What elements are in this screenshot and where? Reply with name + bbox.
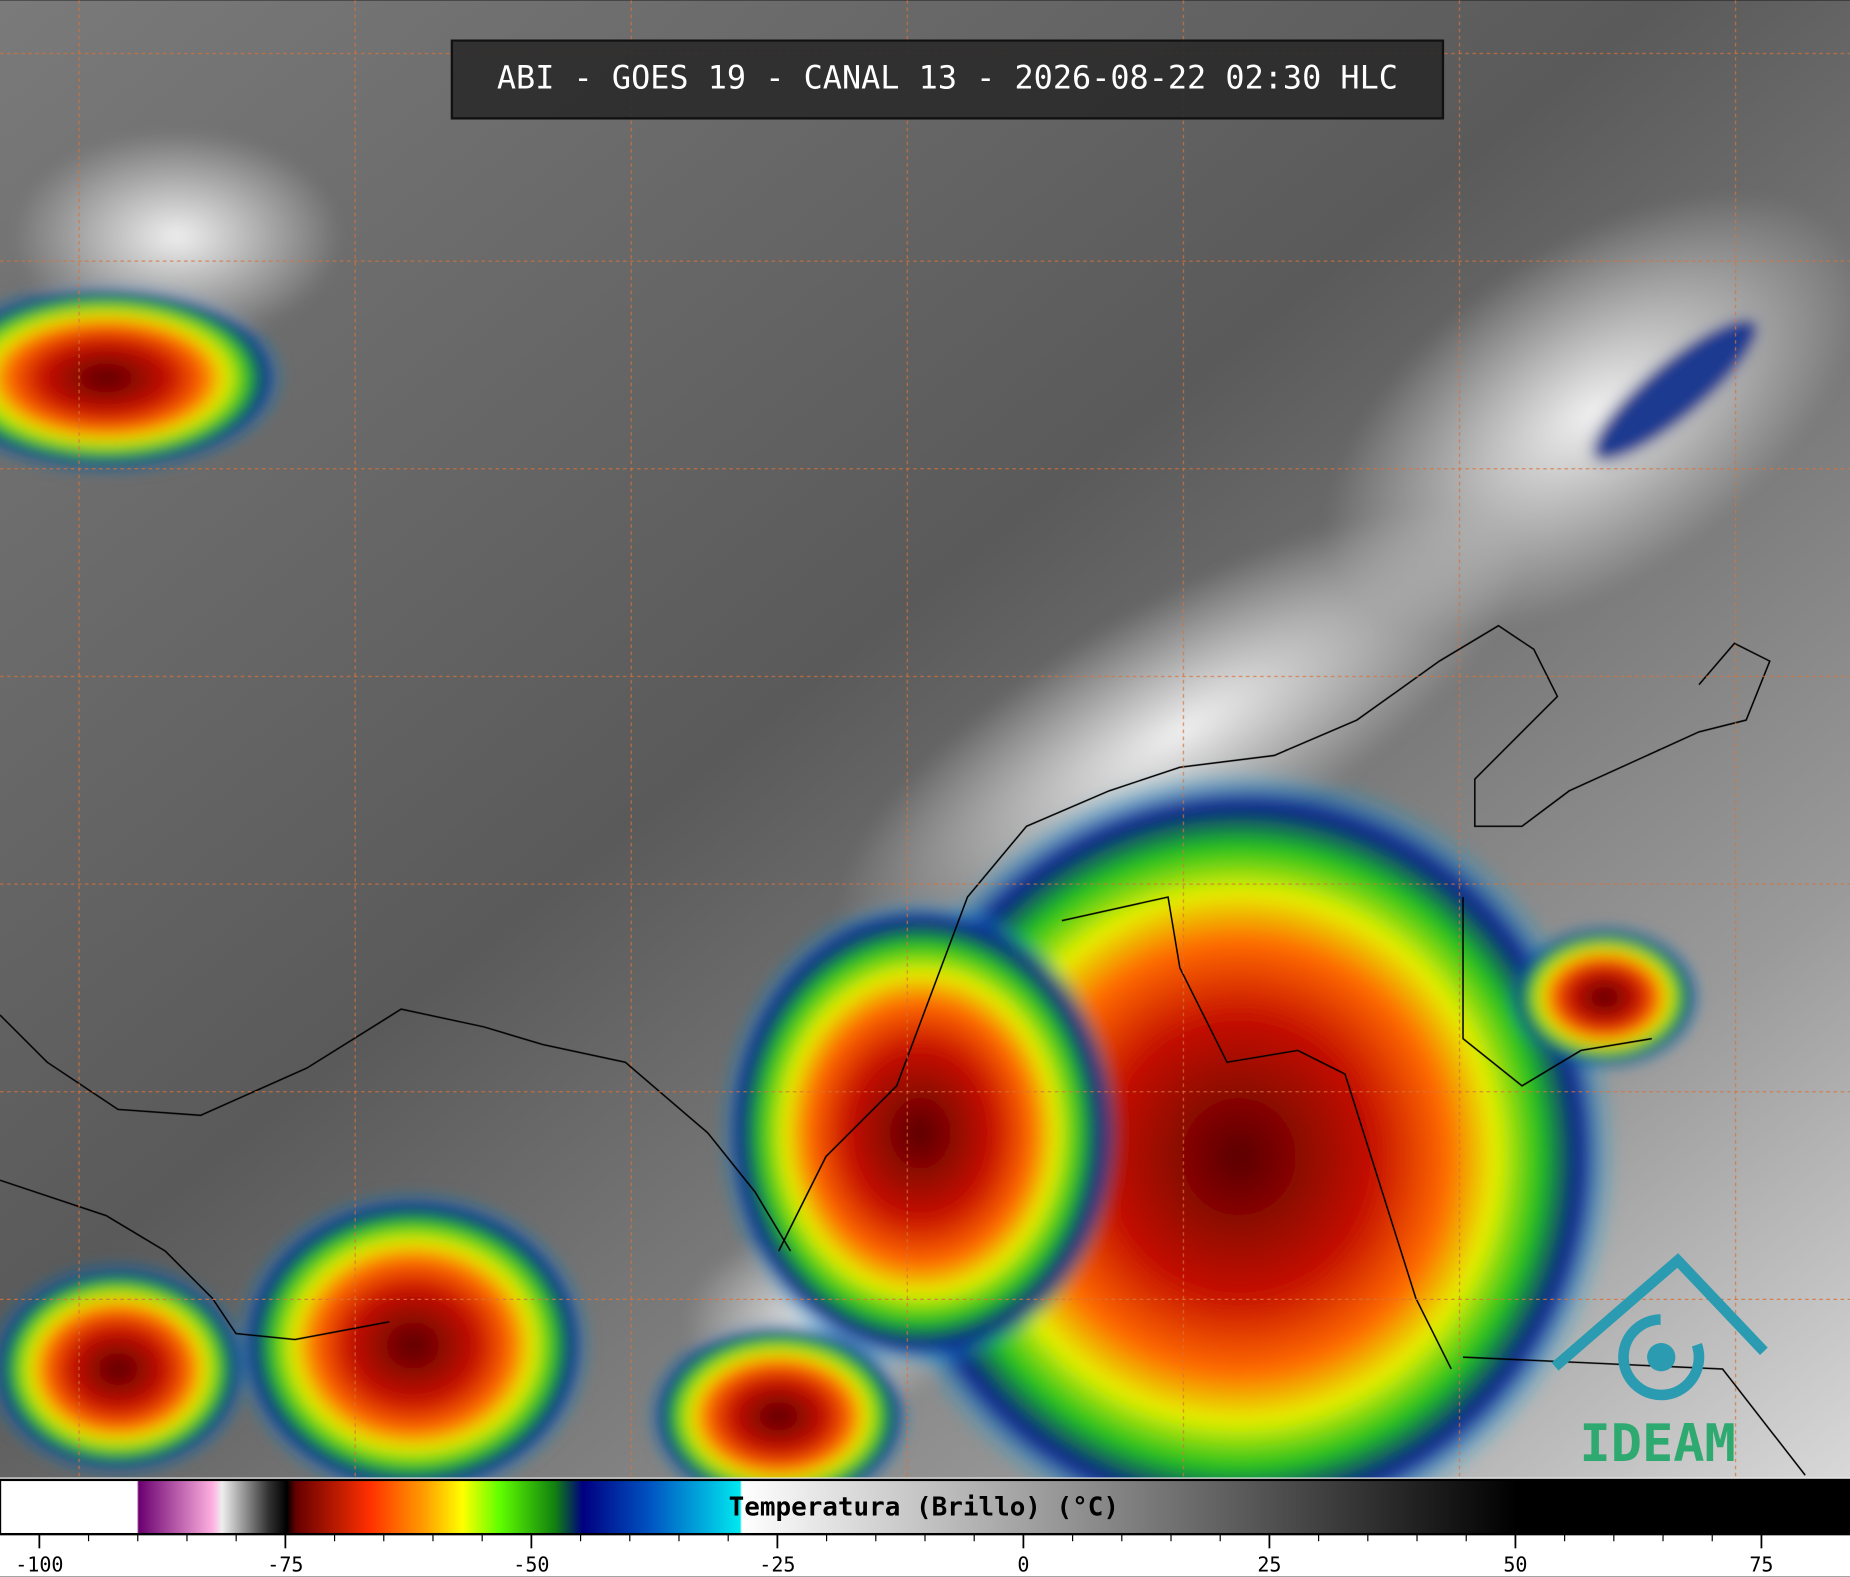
tick-label: 0 xyxy=(1017,1553,1029,1577)
tick-label: -50 xyxy=(513,1553,549,1577)
tick-label: 75 xyxy=(1749,1553,1773,1577)
tick-label: 50 xyxy=(1503,1553,1527,1577)
tick-label: -75 xyxy=(267,1553,303,1577)
logo-text: IDEAM xyxy=(1580,1414,1736,1474)
tick-label: -100 xyxy=(15,1553,63,1577)
title: ABI - GOES 19 - CANAL 13 - 2026-08-22 02… xyxy=(497,58,1398,96)
coastlines xyxy=(0,624,1806,1476)
tick-label: 25 xyxy=(1257,1553,1281,1577)
logo: IDEAM xyxy=(1551,1253,1768,1474)
colorbar-ticks: -100 -75 -50 -25 0 25 50 75 xyxy=(15,1534,1774,1577)
colorbar-label: Temperatura (Brillo) (°C) xyxy=(729,1493,1119,1523)
title-box xyxy=(450,39,1445,120)
lat-lon-grid xyxy=(0,0,1850,1478)
tick-label: -25 xyxy=(759,1553,795,1577)
clouds xyxy=(0,130,1850,1546)
